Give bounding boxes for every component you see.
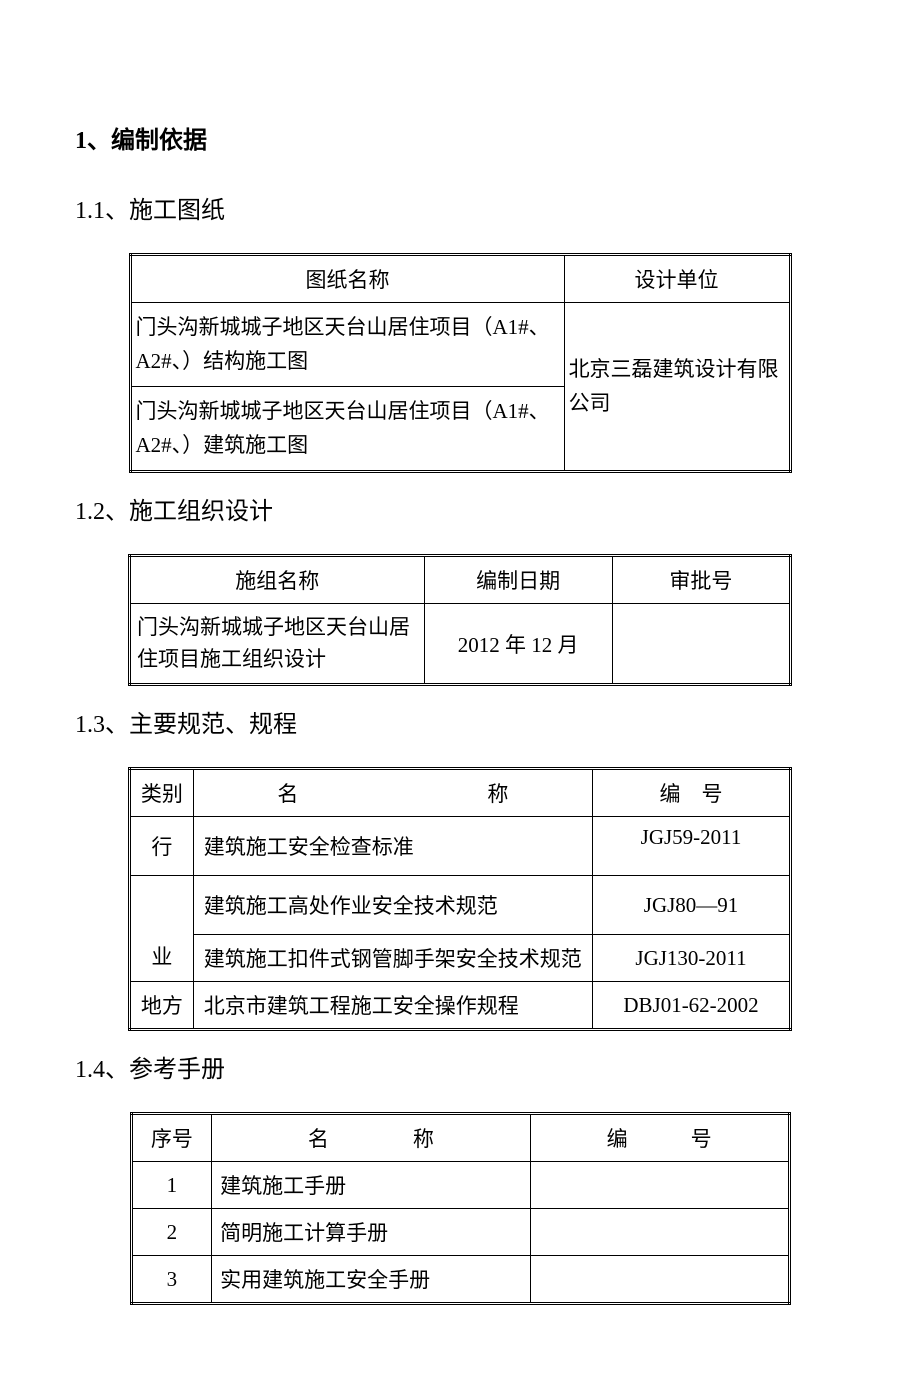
col-header-spec-code: 编 号	[593, 769, 791, 817]
table-row: 建筑施工扣件式钢管脚手架安全技术规范 JGJ130-2011	[130, 935, 791, 982]
col-header-spec-name: 名 称	[193, 769, 592, 817]
table-row: 施组名称 编制日期 审批号	[130, 556, 791, 604]
cell-design-unit: 北京三磊建筑设计有限公司	[564, 303, 790, 472]
col-header-drawing-name: 图纸名称	[130, 255, 564, 303]
table-row: 类别 名 称 编 号	[130, 769, 791, 817]
table-row: 门头沟新城城子地区天台山居住项目施工组织设计 2012 年 12 月	[130, 604, 791, 685]
section-1-1-heading: 1.1、施工图纸	[75, 190, 845, 225]
cell-spec-name: 建筑施工扣件式钢管脚手架安全技术规范	[193, 935, 592, 982]
cell-category-local: 地方	[130, 982, 194, 1030]
table-row: 地方 北京市建筑工程施工安全操作规程 DBJ01-62-2002	[130, 982, 791, 1030]
cell-category-industry-1: 行	[130, 817, 194, 876]
cell-spec-code: DBJ01-62-2002	[593, 982, 791, 1030]
cell-org-name: 门头沟新城城子地区天台山居住项目施工组织设计	[130, 604, 425, 685]
table-row: 图纸名称 设计单位	[130, 255, 790, 303]
table-row: 1 建筑施工手册	[131, 1162, 789, 1209]
section-1-3-heading: 1.3、主要规范、规程	[75, 704, 845, 739]
col-header-seq: 序号	[131, 1114, 212, 1162]
col-header-compile-date: 编制日期	[424, 556, 612, 604]
col-header-category: 类别	[130, 769, 194, 817]
table-row: 行 建筑施工安全检查标准 JGJ59-2011	[130, 817, 791, 876]
cell-manual-code	[530, 1209, 789, 1256]
table-row: 3 实用建筑施工安全手册	[131, 1256, 789, 1304]
cell-drawing-name: 门头沟新城城子地区天台山居住项目（A1#、A2#、）建筑施工图	[130, 387, 564, 472]
cell-spec-name: 建筑施工安全检查标准	[193, 817, 592, 876]
table-row: 2 简明施工计算手册	[131, 1209, 789, 1256]
cell-manual-name: 实用建筑施工安全手册	[212, 1256, 531, 1304]
specs-table: 类别 名 称 编 号 行 建筑施工安全检查标准 JGJ59-2011 业 建筑施…	[128, 767, 792, 1031]
cell-category-industry-2: 业	[130, 876, 194, 982]
cell-manual-name: 建筑施工手册	[212, 1162, 531, 1209]
org-design-table: 施组名称 编制日期 审批号 门头沟新城城子地区天台山居住项目施工组织设计 201…	[128, 554, 792, 686]
section-1-4-heading: 1.4、参考手册	[75, 1049, 845, 1084]
cell-manual-name: 简明施工计算手册	[212, 1209, 531, 1256]
col-header-org-name: 施组名称	[130, 556, 425, 604]
cell-seq: 1	[131, 1162, 212, 1209]
cell-spec-name: 建筑施工高处作业安全技术规范	[193, 876, 592, 935]
cell-spec-name: 北京市建筑工程施工安全操作规程	[193, 982, 592, 1030]
col-header-design-unit: 设计单位	[564, 255, 790, 303]
cell-manual-code	[530, 1256, 789, 1304]
col-header-manual-name: 名 称	[212, 1114, 531, 1162]
cell-spec-code: JGJ80—91	[593, 876, 791, 935]
cell-spec-code: JGJ59-2011	[593, 817, 791, 876]
section-1-2-heading: 1.2、施工组织设计	[75, 491, 845, 526]
table-row: 业 建筑施工高处作业安全技术规范 JGJ80—91	[130, 876, 791, 935]
drawings-table: 图纸名称 设计单位 门头沟新城城子地区天台山居住项目（A1#、A2#、）结构施工…	[129, 253, 792, 473]
cell-approval-no	[612, 604, 790, 685]
table-2-wrap: 施组名称 编制日期 审批号 门头沟新城城子地区天台山居住项目施工组织设计 201…	[75, 554, 845, 686]
cell-compile-date: 2012 年 12 月	[424, 604, 612, 685]
cell-drawing-name: 门头沟新城城子地区天台山居住项目（A1#、A2#、）结构施工图	[130, 303, 564, 387]
cell-seq: 2	[131, 1209, 212, 1256]
table-row: 序号 名 称 编 号	[131, 1114, 789, 1162]
col-header-approval-no: 审批号	[612, 556, 790, 604]
cell-seq: 3	[131, 1256, 212, 1304]
table-1-wrap: 图纸名称 设计单位 门头沟新城城子地区天台山居住项目（A1#、A2#、）结构施工…	[75, 253, 845, 473]
cell-manual-code	[530, 1162, 789, 1209]
section-1-heading: 1、编制依据	[75, 120, 845, 155]
table-4-wrap: 序号 名 称 编 号 1 建筑施工手册 2 简明施工计算手册 3 实用建筑施工安…	[75, 1112, 845, 1305]
manuals-table: 序号 名 称 编 号 1 建筑施工手册 2 简明施工计算手册 3 实用建筑施工安…	[130, 1112, 791, 1305]
table-row: 门头沟新城城子地区天台山居住项目（A1#、A2#、）结构施工图 北京三磊建筑设计…	[130, 303, 790, 387]
table-3-wrap: 类别 名 称 编 号 行 建筑施工安全检查标准 JGJ59-2011 业 建筑施…	[75, 767, 845, 1031]
col-header-manual-code: 编 号	[530, 1114, 789, 1162]
cell-spec-code: JGJ130-2011	[593, 935, 791, 982]
